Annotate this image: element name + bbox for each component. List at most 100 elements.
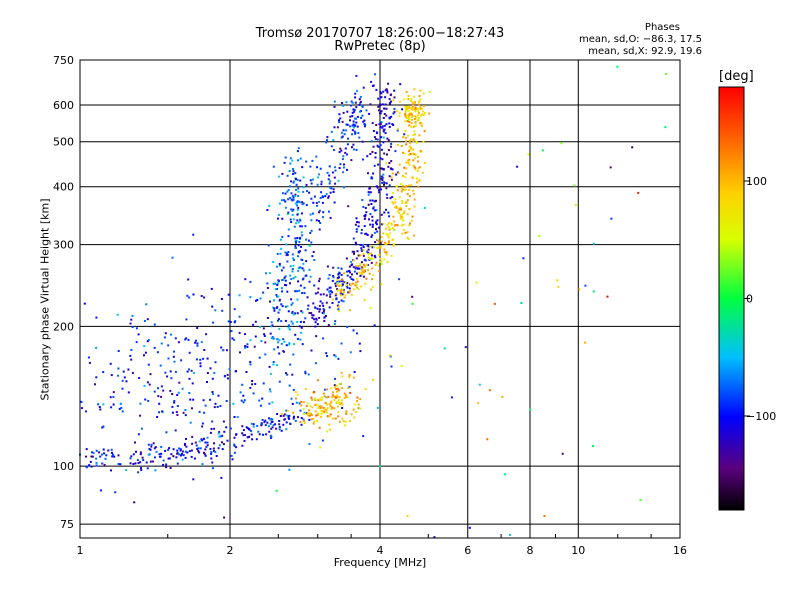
data-point [233,416,236,418]
data-point [289,265,292,268]
data-point [355,217,358,220]
data-point [268,272,271,275]
data-point [363,298,366,301]
data-point [148,383,151,386]
data-point [381,223,384,226]
data-point [326,388,329,391]
data-point [414,118,416,120]
data-point [367,256,370,259]
data-point [336,281,339,284]
data-point [102,425,105,428]
data-point [345,412,348,415]
data-point [288,342,291,345]
data-point [339,117,342,120]
data-point [276,295,279,298]
data-point [268,204,271,207]
data-point [349,420,352,422]
data-point [385,253,388,256]
data-point [288,468,291,471]
data-point [213,406,216,409]
data-point [316,183,319,186]
data-point [377,264,380,267]
data-point [400,187,403,189]
data-point [305,238,308,241]
data-point [304,372,307,375]
data-point [339,292,342,295]
data-point [383,152,386,155]
data-point [211,377,214,380]
data-point [382,117,385,119]
data-point [321,396,323,399]
data-point [384,132,387,135]
data-point [258,433,261,436]
data-point [289,274,292,277]
data-point [382,141,385,144]
data-point [321,439,324,442]
data-point [277,318,280,321]
data-point [573,184,576,187]
data-point [147,363,150,366]
data-point [173,360,176,363]
data-point [244,278,247,281]
data-point [403,152,406,155]
data-point [320,399,323,401]
data-point [363,269,366,272]
data-point [286,373,289,376]
data-point [288,328,291,331]
data-point [378,269,380,272]
data-point [328,415,331,418]
data-point [310,349,313,352]
data-point [307,304,310,307]
data-point [398,196,401,199]
data-point [380,213,383,216]
data-point [352,329,355,332]
data-point [410,115,413,118]
data-point [325,301,328,304]
data-point [241,432,244,435]
data-point [423,112,426,114]
data-point [341,399,344,402]
data-point [332,139,335,142]
data-point [86,466,89,469]
data-point [152,442,155,445]
data-point [312,251,315,253]
data-point [278,426,281,428]
data-point [349,276,352,279]
data-point [297,255,300,258]
data-point [404,176,407,179]
data-point [360,117,363,119]
data-point [361,271,364,274]
data-point [385,107,388,110]
data-point [160,385,163,388]
data-point [238,294,241,297]
data-point [411,152,414,155]
data-point [400,217,403,220]
data-point [292,417,295,420]
data-point [285,428,288,431]
data-point [294,312,296,315]
data-point [83,302,86,305]
data-point [362,120,365,123]
data-point [292,198,295,201]
data-point [314,404,317,406]
data-point [211,391,214,393]
data-point [159,455,162,458]
data-point [403,210,406,213]
data-point [328,403,331,405]
data-point [306,413,309,416]
data-point [160,446,163,448]
data-point [90,455,93,458]
data-point [308,409,310,412]
data-point [334,285,337,288]
data-point [287,324,290,327]
data-point [378,191,381,194]
data-point [414,115,417,118]
data-point [321,195,324,198]
data-point [387,225,390,228]
data-point [89,460,92,463]
data-point [117,350,120,352]
data-point [210,427,213,430]
data-point [375,124,378,126]
data-point [417,160,420,163]
data-point [379,167,382,170]
